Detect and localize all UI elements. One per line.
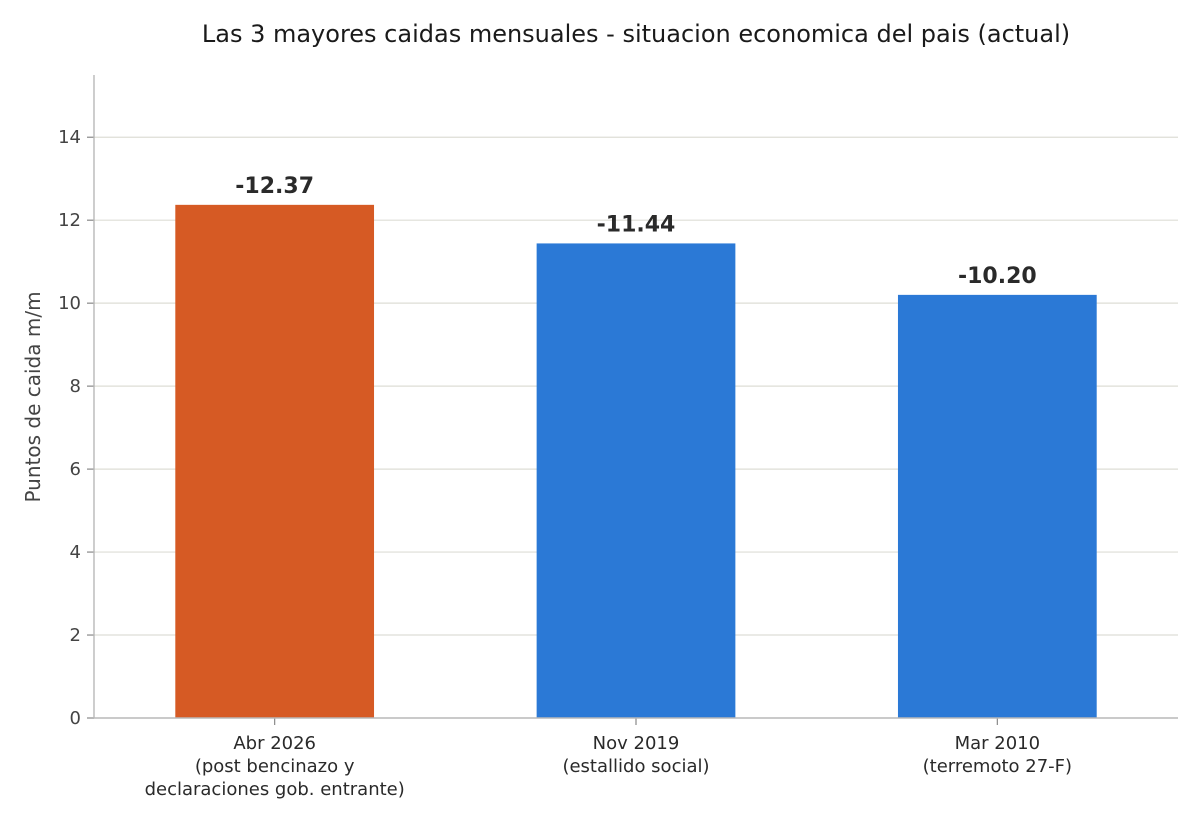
- y-tick-label: 8: [70, 376, 81, 397]
- x-tick-label: (estallido social): [562, 756, 709, 777]
- y-tick-label: 2: [70, 625, 81, 646]
- x-tick-label: declaraciones gob. entrante): [145, 779, 405, 800]
- chart-title: Las 3 mayores caidas mensuales - situaci…: [202, 20, 1070, 48]
- y-axis-label: Puntos de caida m/m: [21, 291, 45, 502]
- bars: [175, 204, 1097, 719]
- labels: 0 2 4 6 8 10 12 14 -12.37 Abr 2026(post bencinazo…: [58, 127, 1072, 800]
- y-tick-label: 0: [70, 708, 81, 729]
- axes: [87, 75, 1178, 725]
- bar: [536, 243, 736, 719]
- bar: [897, 294, 1097, 718]
- y-tick-label: 12: [58, 210, 81, 231]
- x-tick-label: Mar 2010: [955, 733, 1041, 754]
- x-tick-label: Nov 2019: [593, 733, 680, 754]
- x-tick-label: (post bencinazo y: [195, 756, 355, 777]
- bar: [175, 204, 375, 719]
- y-tick-label: 4: [70, 542, 81, 563]
- x-tick-label: Abr 2026: [233, 733, 316, 754]
- y-tick-label: 10: [58, 293, 81, 314]
- x-tick-label: (terremoto 27-F): [923, 756, 1072, 777]
- data-label: -11.44: [597, 212, 676, 237]
- y-tick-label: 14: [58, 127, 81, 148]
- data-label: -12.37: [235, 174, 314, 199]
- y-tick-label: 6: [70, 459, 81, 480]
- data-label: -10.20: [958, 264, 1037, 289]
